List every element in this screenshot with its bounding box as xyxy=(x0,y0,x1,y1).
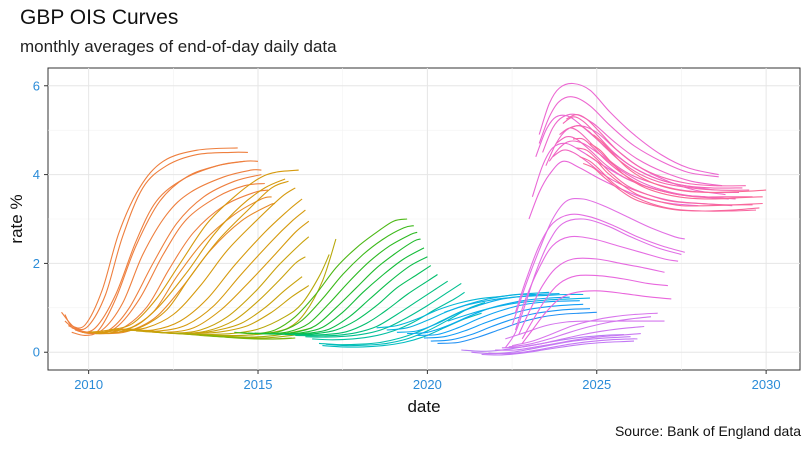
tick-labels: 2010 2015 2020 2025 2030 0 2 4 6 xyxy=(33,78,781,392)
x-tick-label: 2015 xyxy=(244,377,273,392)
ois-curve-line xyxy=(593,134,767,193)
chart-caption: Source: Bank of England data xyxy=(614,423,801,439)
y-axis-title: rate % xyxy=(7,194,26,243)
ois-curve-line xyxy=(91,178,286,334)
ois-curve-line xyxy=(508,316,652,348)
ois-curve-line xyxy=(417,300,580,336)
ois-curve-line xyxy=(514,213,685,313)
ois-curve-line xyxy=(586,154,763,207)
ois-curve-line xyxy=(542,113,723,187)
ois-curve-line xyxy=(514,235,679,331)
ois-curve-line xyxy=(582,162,760,212)
x-tick-label: 2010 xyxy=(74,377,103,392)
ois-curve-line xyxy=(488,338,638,355)
x-tick-label: 2030 xyxy=(752,377,781,392)
ois-curve-line xyxy=(511,312,658,347)
gridlines xyxy=(48,68,800,370)
ois-curve-line xyxy=(572,137,753,198)
ois-curve-line xyxy=(511,197,685,326)
ois-curve-line xyxy=(481,340,635,356)
ois-curve-line xyxy=(241,225,414,335)
ois-curve-line xyxy=(576,147,753,206)
ois-curve-line xyxy=(95,180,289,335)
ois-curve-line xyxy=(247,231,418,335)
ois-curve-line xyxy=(430,308,591,342)
x-tick-label: 2025 xyxy=(582,377,611,392)
x-axis-title: date xyxy=(407,397,440,416)
ois-curve-line xyxy=(61,151,248,331)
ois-curve-line xyxy=(444,293,584,313)
chart-title: GBP OIS Curves xyxy=(20,6,179,29)
y-tick-label: 4 xyxy=(33,167,40,182)
ois-curve-line xyxy=(88,169,299,333)
ois-curve-line xyxy=(504,218,682,349)
x-tick-label: 2020 xyxy=(413,377,442,392)
ois-curve-line xyxy=(207,334,296,340)
ois-curve-line xyxy=(71,160,245,336)
ois-curve-line xyxy=(521,274,668,340)
series-group xyxy=(61,82,767,356)
ois-curve-line xyxy=(538,82,719,176)
ois-curve-line xyxy=(521,290,672,344)
ois-curve-line xyxy=(518,257,665,335)
ois-curve-line xyxy=(85,202,276,335)
ois-curve-line xyxy=(501,325,645,349)
ois-curve-line xyxy=(305,282,462,338)
ois-curve-line xyxy=(562,116,743,189)
ois-curve-line xyxy=(566,114,746,187)
y-tick-label: 0 xyxy=(33,345,40,360)
ois-curve-line xyxy=(234,218,408,335)
ois-curve-line xyxy=(569,125,750,191)
ois-curve-line xyxy=(312,291,465,341)
ois-curve-line xyxy=(295,280,448,337)
chart-subtitle: monthly averages of end-of-day daily dat… xyxy=(20,37,337,56)
y-tick-label: 6 xyxy=(33,78,40,93)
ois-curve-line xyxy=(495,333,641,351)
y-tick-label: 2 xyxy=(33,256,40,271)
ois-curve-line xyxy=(64,147,238,329)
ois-curve-line xyxy=(538,96,719,178)
ois-curve-line xyxy=(396,293,560,333)
ois-curve-line xyxy=(423,303,584,339)
ois-curve-line xyxy=(285,274,438,336)
ois-curve-line xyxy=(589,143,763,200)
